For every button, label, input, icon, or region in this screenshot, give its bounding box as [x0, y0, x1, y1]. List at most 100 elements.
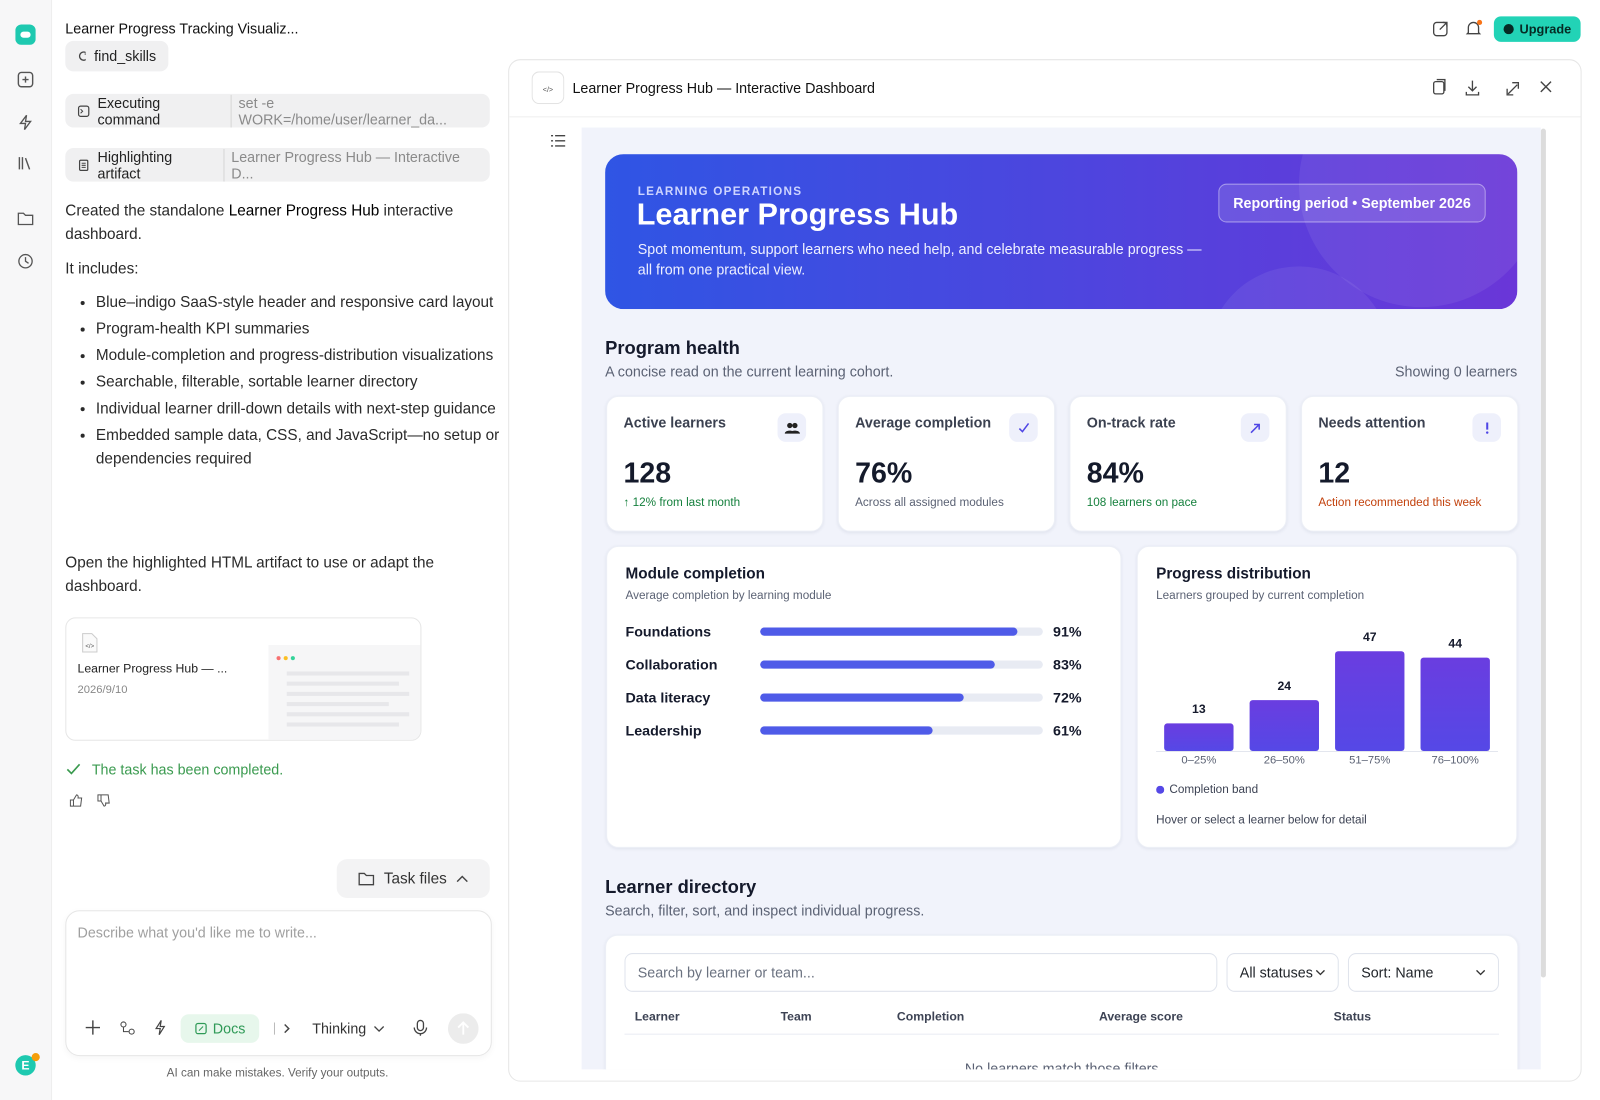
circle-part: [786, 422, 792, 428]
path-part: [17, 212, 34, 226]
feature-list: Blue–indigo SaaS-style header and respon…: [65, 292, 504, 474]
circle-part: [283, 656, 288, 661]
directory-card: Search by learner or team... All statuse…: [605, 934, 1519, 1070]
circle-part: [1485, 430, 1488, 434]
feature-item: Blue–indigo SaaS-style header and respon…: [96, 292, 504, 315]
docs-label: Docs: [212, 1020, 246, 1037]
avatar[interactable]: E: [14, 1052, 41, 1076]
rect-part: [416, 1019, 425, 1032]
column-header: Average score: [1098, 1009, 1183, 1024]
path-part: [457, 1021, 470, 1035]
task-status: The task has been completed.: [91, 761, 284, 778]
artifact-date: 2026/9/10: [77, 683, 128, 696]
circle-part: [1477, 19, 1483, 25]
share-icon[interactable]: [1432, 20, 1449, 37]
empty-state: No learners match those filters: [964, 1060, 1159, 1070]
intro-paragraph: Created the standalone Learner Progress …: [65, 200, 483, 246]
sort-select[interactable]: Sort: Name: [1347, 953, 1499, 992]
library-icon[interactable]: [17, 155, 33, 171]
feedback-icons[interactable]: [69, 794, 112, 807]
circle-part: [791, 422, 798, 428]
text-part: </>: [85, 643, 94, 650]
step-detail: set -e WORK=/home/user/learner_da...: [230, 94, 477, 128]
status-filter[interactable]: All statuses: [1226, 953, 1339, 992]
kpi-icon: [1472, 413, 1502, 442]
intro-emphasis: Learner Progress Hub: [228, 202, 380, 220]
circle-part: [1503, 23, 1514, 35]
hero-banner: [605, 154, 1518, 310]
upgrade-label: Upgrade: [1519, 21, 1572, 37]
kpi-icon-glyph: [1485, 421, 1488, 434]
includes-label: It includes:: [65, 260, 139, 278]
hero-title: Learner Progress Hub: [636, 197, 959, 232]
path-part: [19, 114, 32, 130]
path-part: [82, 633, 98, 653]
column-header: Learner: [634, 1009, 680, 1024]
step-chip: Executing command set -e WORK=/home/user/…: [65, 93, 490, 128]
circle-part: [276, 656, 281, 661]
task-files-button[interactable]: Task files: [336, 859, 490, 898]
feature-item: Program-health KPI summaries: [96, 318, 504, 341]
section-title: Learner directory: [605, 876, 757, 897]
kpi-label: Active learners: [623, 414, 726, 431]
panel-file-icon: </>: [531, 71, 565, 105]
kpi-note: ↑ 12% from last month: [623, 496, 741, 510]
column-header: Status: [1333, 1009, 1372, 1024]
rect-part: [78, 159, 89, 171]
legend-label: Completion band: [1169, 783, 1259, 796]
circle-part: [1156, 785, 1165, 794]
chevron-icon: [1315, 969, 1325, 976]
bar: [1335, 651, 1405, 752]
search-input[interactable]: Search by learner or team...: [624, 953, 1218, 992]
text-part: E: [21, 1058, 29, 1072]
column-header: Team: [780, 1009, 812, 1024]
notifications-icon[interactable]: [1464, 19, 1483, 37]
feature-item: Individual learner drill-down details wi…: [96, 398, 504, 421]
card-subtitle: Average completion by learning module: [625, 589, 832, 603]
g-part: [286, 671, 410, 727]
kpi-card: Needs attention 12 Action recommended this…: [1301, 395, 1519, 532]
chart-note: Hover or select a learner below for deta…: [1156, 814, 1367, 827]
prompt-box[interactable]: Describe what you'd like me to write... …: [65, 910, 492, 1057]
path-part: [1018, 422, 1029, 433]
circle-part: [290, 656, 295, 661]
column-header: Completion: [896, 1009, 965, 1024]
kpi-icon: [1009, 413, 1038, 442]
history-icon[interactable]: [17, 253, 33, 269]
reporting-period: Reporting period • September 2026: [1218, 183, 1486, 223]
path-part: [456, 875, 468, 883]
dashboard: LEARNING OPERATIONS Learner Progress Hub…: [581, 127, 1541, 1070]
path-part: [1476, 969, 1486, 976]
panel-title: Learner Progress Hub — Interactive Dashb…: [572, 79, 875, 96]
module-card: Module completion Average completion by …: [606, 545, 1122, 848]
section-title: Program health: [605, 337, 740, 359]
rect-part: [531, 71, 565, 105]
new-task-icon[interactable]: [17, 71, 34, 88]
mic-icon[interactable]: [413, 1019, 428, 1036]
upgrade-button[interactable]: Upgrade: [1493, 16, 1581, 42]
panel-actions[interactable]: [1432, 78, 1559, 97]
bar: [1164, 723, 1234, 752]
artifact-card[interactable]: </> Learner Progress Hub — ... 2026/9/10: [65, 617, 422, 741]
step-label: find_skills: [94, 47, 157, 65]
mode-select[interactable]: Thinking: [312, 1018, 385, 1038]
panel-divider: [509, 116, 1581, 118]
send-button[interactable]: [447, 1013, 479, 1044]
circle-part: [120, 1021, 127, 1028]
skills-icon[interactable]: [17, 114, 33, 130]
path-part: [97, 794, 110, 807]
module-label: Collaboration: [626, 658, 718, 674]
chevron-icon: [373, 1025, 385, 1032]
more-tools-icon[interactable]: [272, 1021, 292, 1035]
step-chip: Highlighting artifact Learner Progress Hu…: [65, 147, 490, 182]
path-part: [66, 763, 81, 775]
path-part: [551, 135, 566, 147]
rect-part: [17, 71, 34, 88]
files-icon[interactable]: [17, 210, 34, 226]
circle-part: [18, 253, 33, 269]
docs-toggle[interactable]: Docs: [180, 1014, 260, 1043]
status-filter-label: All statuses: [1239, 964, 1313, 981]
rect-part: [1432, 21, 1448, 37]
outline-icon[interactable]: [551, 135, 566, 147]
